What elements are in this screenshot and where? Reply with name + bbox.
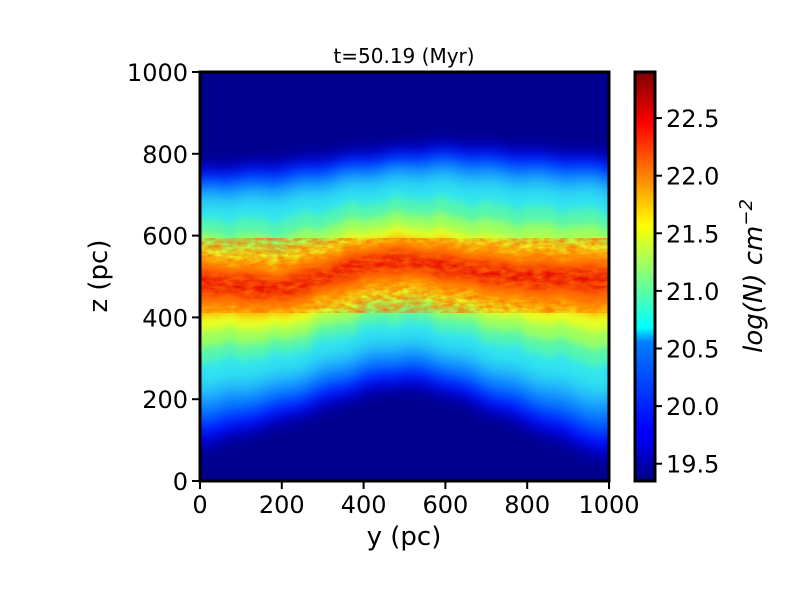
colorbar-tick-label: 22.5 xyxy=(666,105,719,133)
y-tick-label: 200 xyxy=(142,386,188,414)
colorbar-tick-label: 19.5 xyxy=(666,451,719,479)
y-tick-label: 1000 xyxy=(127,59,188,87)
y-axis-label: z (pc) xyxy=(84,240,114,313)
colorbar-label-base: log(N) cm xyxy=(739,226,769,353)
filament-texture xyxy=(200,238,609,313)
y-tick-label: 800 xyxy=(142,141,188,169)
colorbar-tick-label: 20.0 xyxy=(666,393,719,421)
colorbar-tick-label: 20.5 xyxy=(666,336,719,364)
y-axis-ticks: 0 200 400 600 800 1000 xyxy=(127,59,200,496)
plot-frame xyxy=(198,70,611,483)
y-tick-label: 600 xyxy=(142,223,188,251)
colorbar-tick-label: 21.0 xyxy=(666,278,719,306)
colorbar-tick-label: 22.0 xyxy=(666,163,719,191)
x-tick-label: 200 xyxy=(259,491,305,519)
colorbar-ticks: 19.5 20.0 20.5 21.0 21.5 22.0 22.5 xyxy=(655,105,719,479)
x-tick-label: 400 xyxy=(341,491,387,519)
y-tick-label: 0 xyxy=(173,468,188,496)
colorbar-label: log(N) cm−2 xyxy=(736,199,769,353)
x-axis-label: y (pc) xyxy=(367,522,442,552)
colorbar-tick-label: 21.5 xyxy=(666,220,719,248)
x-tick-label: 600 xyxy=(422,491,468,519)
x-tick-label: 0 xyxy=(192,491,207,519)
x-tick-label: 1000 xyxy=(578,491,639,519)
heatmap-field xyxy=(200,72,609,481)
x-tick-label: 800 xyxy=(504,491,550,519)
chart-title: t=50.19 (Myr) xyxy=(333,44,474,68)
colorbar xyxy=(633,70,657,483)
x-axis-ticks: 0 200 400 600 800 1000 xyxy=(192,481,640,519)
y-tick-label: 400 xyxy=(142,304,188,332)
colorbar-label-exponent: −2 xyxy=(736,199,757,226)
